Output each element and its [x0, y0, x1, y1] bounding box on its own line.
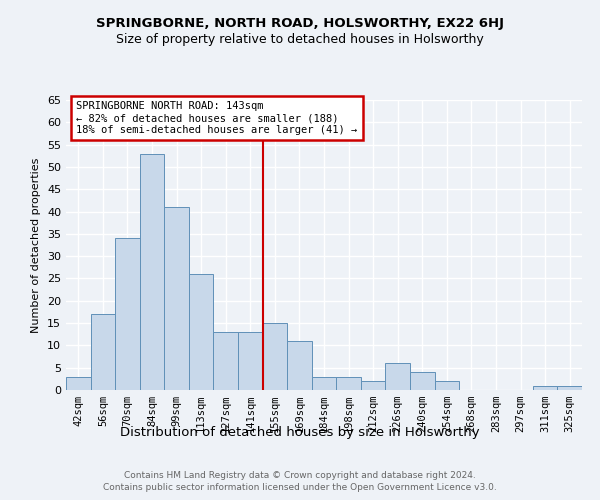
Bar: [557, 386, 582, 390]
Bar: [336, 376, 361, 390]
Bar: [115, 238, 140, 390]
Bar: [164, 207, 189, 390]
Bar: [214, 332, 238, 390]
Text: Size of property relative to detached houses in Holsworthy: Size of property relative to detached ho…: [116, 32, 484, 46]
Bar: [533, 386, 557, 390]
Bar: [385, 363, 410, 390]
Text: SPRINGBORNE NORTH ROAD: 143sqm
← 82% of detached houses are smaller (188)
18% of: SPRINGBORNE NORTH ROAD: 143sqm ← 82% of …: [76, 102, 358, 134]
Text: SPRINGBORNE, NORTH ROAD, HOLSWORTHY, EX22 6HJ: SPRINGBORNE, NORTH ROAD, HOLSWORTHY, EX2…: [96, 18, 504, 30]
Bar: [189, 274, 214, 390]
Bar: [434, 381, 459, 390]
Text: Contains public sector information licensed under the Open Government Licence v3: Contains public sector information licen…: [103, 484, 497, 492]
Bar: [238, 332, 263, 390]
Bar: [91, 314, 115, 390]
Text: Distribution of detached houses by size in Holsworthy: Distribution of detached houses by size …: [120, 426, 480, 439]
Bar: [263, 323, 287, 390]
Bar: [361, 381, 385, 390]
Text: Contains HM Land Registry data © Crown copyright and database right 2024.: Contains HM Land Registry data © Crown c…: [124, 472, 476, 480]
Bar: [287, 341, 312, 390]
Bar: [66, 376, 91, 390]
Bar: [410, 372, 434, 390]
Bar: [312, 376, 336, 390]
Y-axis label: Number of detached properties: Number of detached properties: [31, 158, 41, 332]
Bar: [140, 154, 164, 390]
